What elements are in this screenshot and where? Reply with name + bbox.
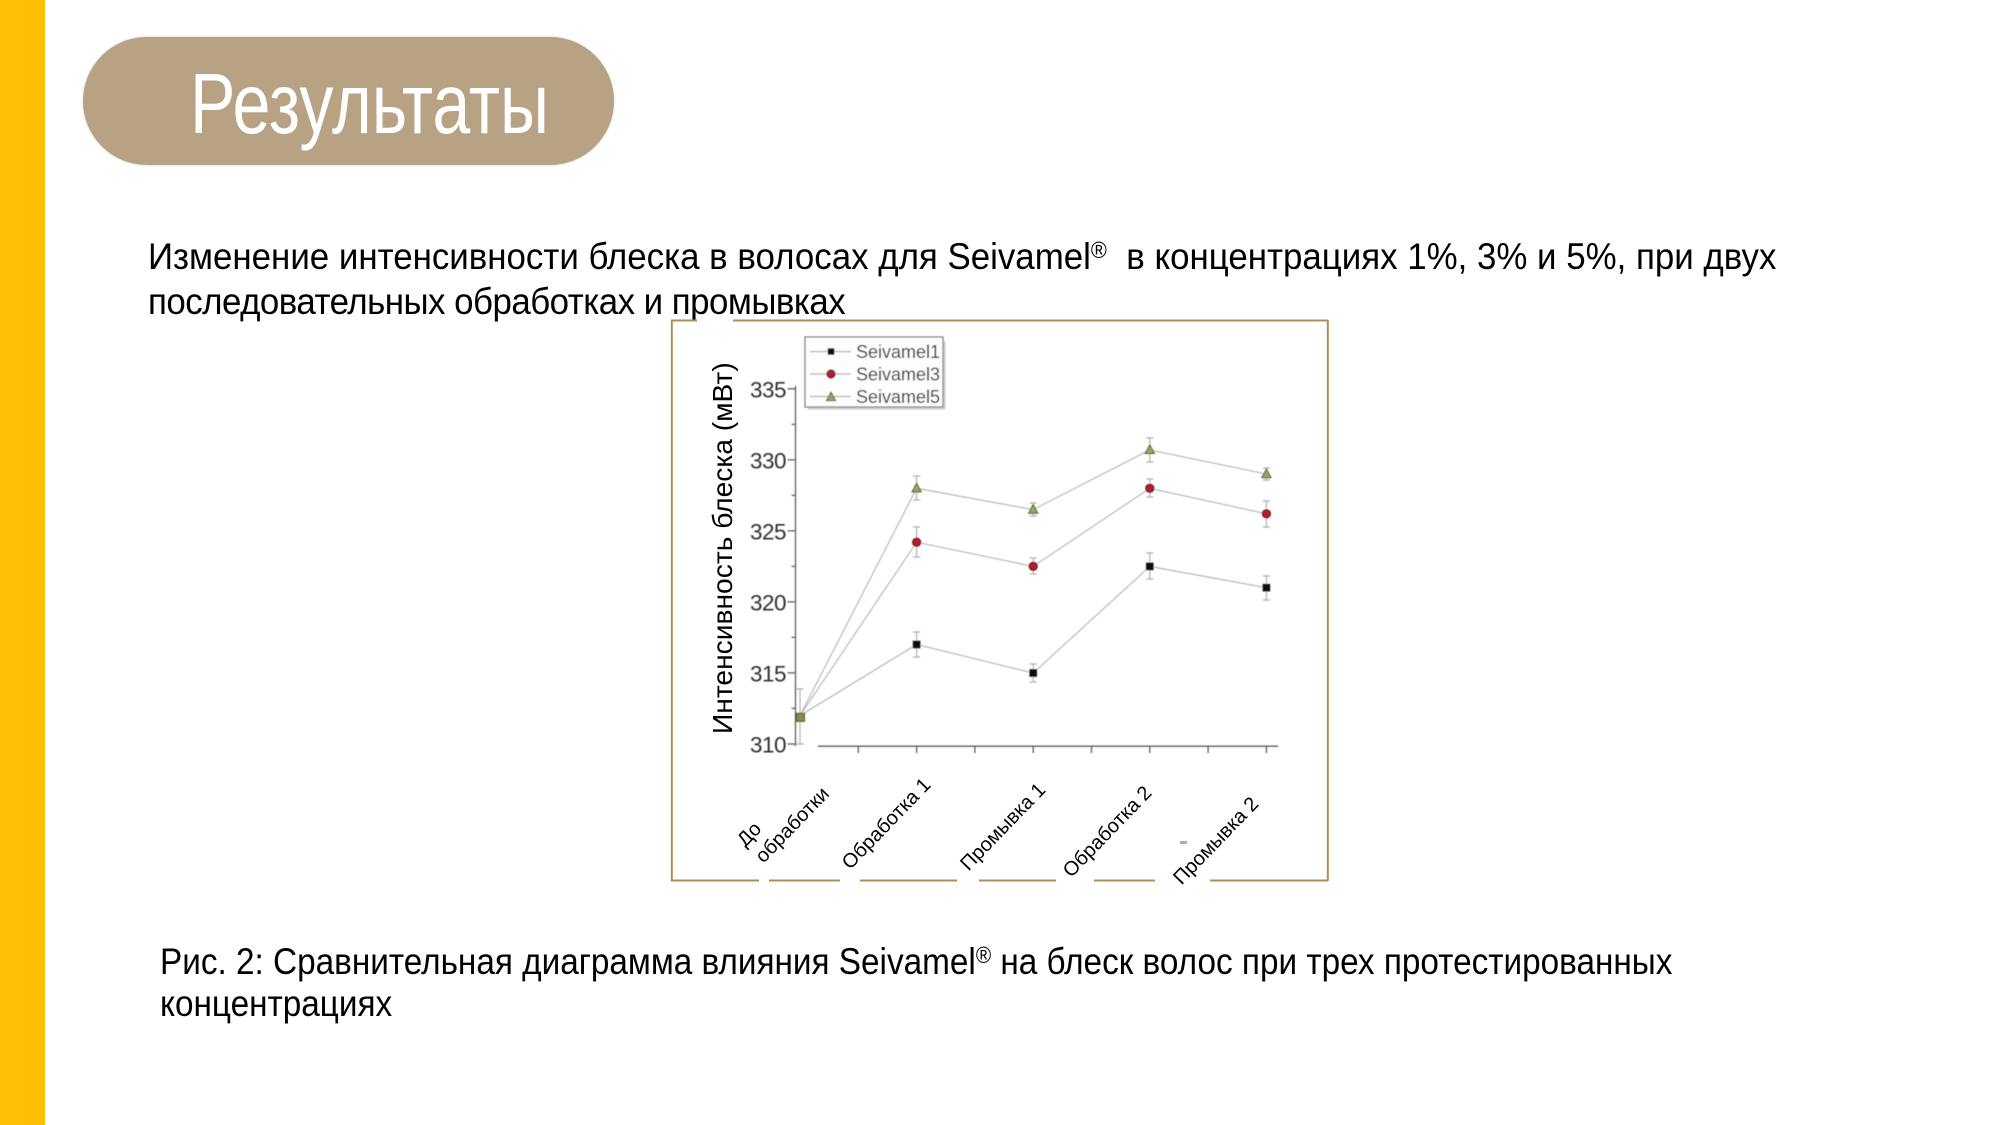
svg-text:310: 310 [750,733,786,758]
svg-text:325: 325 [750,519,786,544]
svg-text:320: 320 [750,590,786,615]
svg-text:335: 335 [750,377,786,402]
svg-text:315: 315 [750,661,786,686]
svg-text:Seivamel1: Seivamel1 [856,342,940,362]
svg-text:330: 330 [750,448,786,473]
svg-text:Seivamel5: Seivamel5 [856,387,940,407]
svg-text:Seivamel3: Seivamel3 [856,365,940,385]
